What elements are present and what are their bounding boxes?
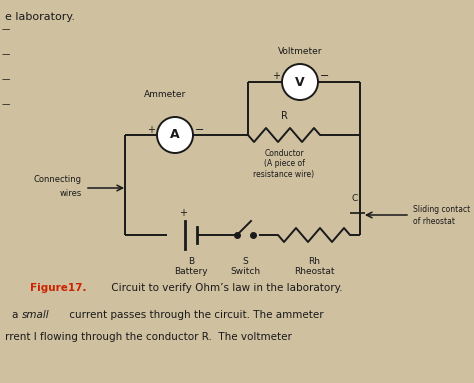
Text: rrent I flowing through the conductor R.  The voltmeter: rrent I flowing through the conductor R.… <box>5 332 292 342</box>
Circle shape <box>157 117 193 153</box>
Text: Sliding contact: Sliding contact <box>413 206 470 214</box>
Text: Battery: Battery <box>174 267 208 276</box>
Text: S: S <box>242 257 248 266</box>
Text: Ammeter: Ammeter <box>144 90 186 99</box>
Text: +: + <box>147 125 155 135</box>
Text: Rheostat: Rheostat <box>294 267 334 276</box>
Text: current passes through the circuit. The ammeter: current passes through the circuit. The … <box>66 310 324 320</box>
Text: V: V <box>295 75 305 88</box>
Text: +: + <box>272 71 280 81</box>
Text: e laboratory.: e laboratory. <box>5 12 75 22</box>
Text: —: — <box>2 75 10 85</box>
Text: Voltmeter: Voltmeter <box>278 47 322 56</box>
Text: wires: wires <box>60 188 82 198</box>
Text: —: — <box>2 100 10 110</box>
Text: +: + <box>179 208 187 218</box>
Text: —: — <box>2 26 10 34</box>
Circle shape <box>282 64 318 100</box>
Text: C: C <box>352 194 358 203</box>
Text: —: — <box>2 51 10 59</box>
Text: −: − <box>195 125 204 135</box>
Text: B: B <box>188 257 194 266</box>
Text: −: − <box>320 71 329 81</box>
Text: Conductor
(A piece of
resistance wire): Conductor (A piece of resistance wire) <box>254 149 315 179</box>
Text: of rheostat: of rheostat <box>413 216 455 226</box>
Text: R: R <box>281 111 287 121</box>
Text: Rh: Rh <box>308 257 320 266</box>
Text: Connecting: Connecting <box>34 175 82 185</box>
Text: small: small <box>22 310 50 320</box>
Text: a: a <box>12 310 22 320</box>
Text: A: A <box>170 129 180 141</box>
Text: Circuit to verify Ohm’s law in the laboratory.: Circuit to verify Ohm’s law in the labor… <box>108 283 343 293</box>
Text: Switch: Switch <box>230 267 260 276</box>
Text: Figure17.: Figure17. <box>30 283 86 293</box>
